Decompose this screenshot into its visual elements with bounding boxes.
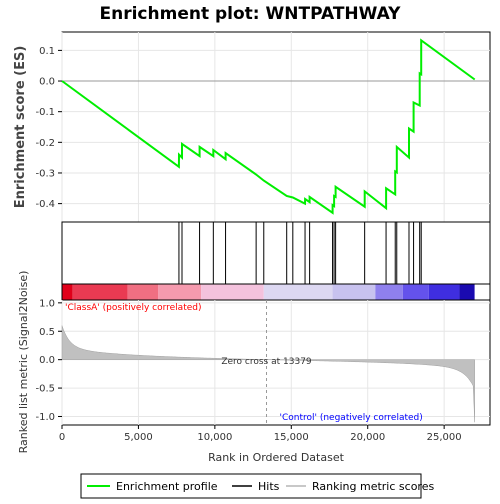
legend-profile-label: Enrichment profile — [116, 480, 218, 493]
hits-marks — [178, 222, 422, 284]
es-ylabel: Enrichment score (ES) — [13, 46, 28, 209]
x-tick-label: 5,000 — [124, 432, 153, 443]
ranking-heatmap-bar — [62, 284, 490, 300]
es-tick-label: -0.3 — [35, 168, 55, 179]
class-a-label: 'ClassA' (positively correlated) — [65, 303, 202, 313]
es-tick-label: 0.0 — [39, 77, 55, 88]
legend-metric-label: Ranking metric scores — [312, 480, 434, 493]
metric-tick-label: -0.5 — [35, 384, 55, 395]
chart-title: Enrichment plot: WNTPATHWAY — [100, 4, 402, 24]
es-gridlines — [61, 32, 490, 222]
x-axis-label: Rank in Ordered Dataset — [208, 451, 345, 464]
x-tick-label: 0 — [59, 432, 65, 443]
metric-tick-label: 0.5 — [39, 327, 55, 338]
es-tick-label: 0.1 — [39, 46, 55, 57]
metric-tick-label: 1.0 — [39, 298, 55, 309]
es-ticks: -0.4 -0.3 -0.2 -0.1 0.0 0.1 — [35, 46, 62, 210]
metric-tick-label: 0.0 — [39, 355, 55, 366]
heatmap-empty — [474, 284, 490, 300]
es-tick-label: -0.1 — [35, 107, 55, 118]
es-tick-label: -0.2 — [35, 138, 55, 149]
heatmap-segment — [263, 284, 333, 300]
hits-panel — [61, 221, 491, 285]
metric-ylabel: Ranked list metric (Signal2Noise) — [17, 271, 30, 454]
metric-tick-label: -1.0 — [35, 412, 55, 423]
heatmap-segment — [332, 284, 376, 300]
metric-ticks: 1.0 0.5 0.0 -0.5 -1.0 — [35, 298, 62, 423]
es-tick-label: -0.4 — [35, 199, 55, 210]
enrichment-profile-line — [61, 38, 476, 215]
x-ticks: 0 5,000 10,000 15,000 20,000 25,000 — [59, 425, 462, 443]
x-tick-label: 20,000 — [350, 432, 385, 443]
heatmap-segment — [72, 284, 128, 300]
heatmap-segment — [375, 284, 403, 300]
legend-hits-label: Hits — [258, 480, 280, 493]
control-label: 'Control' (negatively correlated) — [280, 413, 423, 423]
heatmap-segment — [201, 284, 264, 300]
x-tick-label: 10,000 — [197, 432, 232, 443]
heatmap-segment — [402, 284, 429, 300]
heatmap-segment — [62, 284, 73, 300]
heatmap-segment — [127, 284, 159, 300]
x-tick-label: 25,000 — [427, 432, 462, 443]
x-tick-label: 15,000 — [274, 432, 309, 443]
es-panel — [61, 31, 491, 223]
zero-cross-label: Zero cross at 13379 — [221, 357, 312, 367]
ranking-metric-area — [61, 325, 475, 423]
heatmap-segment — [459, 284, 475, 300]
heatmap-segment — [428, 284, 460, 300]
heatmap-segment — [158, 284, 202, 300]
